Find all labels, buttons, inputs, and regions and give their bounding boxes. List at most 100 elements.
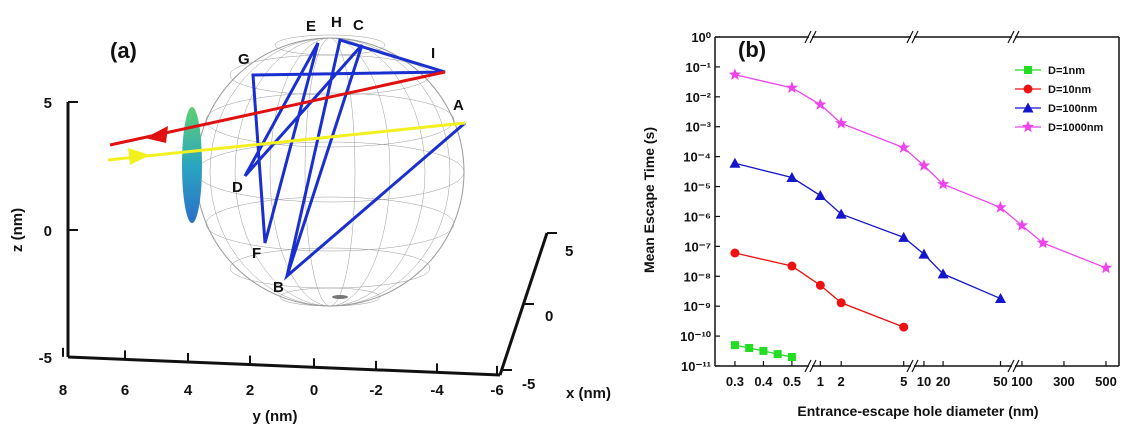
y-tick-label: 10⁻⁵ (684, 180, 711, 195)
sphere-wireframe (195, 34, 465, 307)
x-tick-label: 2 (838, 374, 845, 389)
marker (936, 177, 950, 190)
y-tick-label: 10⁻² (685, 90, 711, 105)
axis-break (809, 30, 817, 44)
yellow-arrow (128, 148, 150, 165)
x-tick-label: 0.3 (726, 374, 744, 389)
x-tick-label: 5 (565, 243, 573, 260)
y-tick-label: 10⁻³ (685, 120, 711, 135)
y-tick-label: 2 (246, 382, 254, 399)
marker (1099, 261, 1113, 274)
y-tick-label: 10⁰ (691, 30, 711, 45)
y-tick-label: 6 (121, 382, 129, 399)
legend-marker (1024, 66, 1032, 74)
point-label: I (431, 45, 435, 62)
point-label: A (453, 97, 464, 114)
axis-break (1012, 30, 1020, 44)
marker (897, 141, 910, 153)
marker (728, 68, 742, 80)
y-tick-label: 10⁻¹⁰ (680, 329, 712, 344)
point-label: G (238, 51, 250, 68)
y-tick-label: 10⁻⁸ (684, 269, 711, 284)
panel-label: (a) (110, 38, 137, 63)
x-axis-label: Entrance-escape hole diameter (nm) (797, 403, 1038, 419)
marker (729, 157, 741, 168)
axis-break (906, 30, 914, 44)
marker (994, 201, 1007, 213)
panel-label: (b) (738, 37, 766, 62)
x-tick-label: 300 (1053, 374, 1075, 389)
marker (918, 248, 930, 259)
axis-break (911, 359, 919, 373)
marker (759, 346, 768, 355)
yellow-ray (107, 121, 466, 162)
z-tick-label: 5 (44, 95, 52, 112)
marker (937, 268, 949, 279)
x-tick-label: 10 (917, 374, 931, 389)
axis-break (1007, 30, 1015, 44)
marker (814, 98, 827, 110)
y-tick-label: 0 (310, 382, 318, 399)
marker (815, 280, 825, 290)
axis-break (911, 30, 919, 44)
y-tick-label: 10⁻⁴ (683, 150, 711, 165)
y-tick-label: 10⁻¹¹ (681, 359, 711, 374)
x-tick-label: 100 (1011, 374, 1033, 389)
y-tick-label: 8 (59, 382, 67, 399)
marker (835, 116, 848, 129)
y-tick-label: 10⁻⁹ (684, 299, 712, 314)
x-tick-label: 0 (545, 308, 553, 325)
marker (1015, 219, 1029, 231)
x-axis-label: x (nm) (566, 385, 611, 402)
marker (730, 248, 740, 258)
y-tick-label: 10⁻⁷ (684, 239, 711, 254)
marker (917, 159, 931, 171)
z-axis-label: z (nm) (9, 208, 26, 252)
legend-label: D=1nm (1048, 65, 1085, 77)
marker (995, 293, 1007, 304)
z-tick-label: 0 (44, 223, 52, 240)
y-tick-label: 10⁻¹ (685, 60, 711, 75)
panel-a: (a) z (nm) 5 0 -5 8 6 4 2 0 -2 -4 -6 y (nm) 5 0 -5 x (nm)… (9, 14, 611, 425)
x-tick-label: 5 (900, 374, 907, 389)
y-tick-label: -4 (430, 382, 444, 399)
point-label: D (232, 179, 243, 196)
y-axis-line (67, 355, 501, 377)
y-tick-label: -6 (490, 382, 503, 399)
axis-break (809, 359, 817, 373)
marker (898, 231, 910, 242)
x-tick-label: 0.5 (783, 374, 801, 389)
x-tick-label: 500 (1095, 374, 1117, 389)
red-arrow (145, 126, 168, 143)
y-tick-label: -2 (369, 382, 382, 399)
trajectory (243, 38, 466, 281)
marker (899, 322, 909, 332)
legend-marker (1023, 84, 1033, 94)
series-line (734, 162, 1001, 300)
x-tick-label: 0.4 (754, 374, 773, 389)
x-tick-label: 1 (817, 374, 824, 389)
point-label: H (331, 14, 342, 31)
point-label: E (306, 18, 316, 35)
marker (787, 261, 797, 271)
axis-break (1012, 359, 1020, 373)
axis-break (804, 359, 812, 373)
y-tick-label: 10⁻⁶ (684, 209, 711, 224)
point-label: F (252, 245, 261, 262)
y-axis-label: y (nm) (253, 408, 298, 425)
panel-b: 0.3 0.4 0.5 1 2 5 10 20 50 100 300 500 10⁰ 10⁻¹ 10⁻² 10… (641, 30, 1120, 419)
x-tick-label: 50 (993, 374, 1007, 389)
x-axis-line (498, 232, 549, 376)
x-tick-label: -5 (522, 376, 535, 393)
marker (814, 190, 826, 201)
legend-label: D=10nm (1048, 84, 1091, 96)
marker (1036, 236, 1050, 249)
legend-marker (1022, 102, 1034, 113)
marker (730, 341, 739, 350)
point-label: B (273, 279, 284, 296)
marker (787, 352, 796, 361)
marker (835, 208, 847, 219)
axis-break (906, 359, 914, 373)
marker (785, 81, 799, 94)
